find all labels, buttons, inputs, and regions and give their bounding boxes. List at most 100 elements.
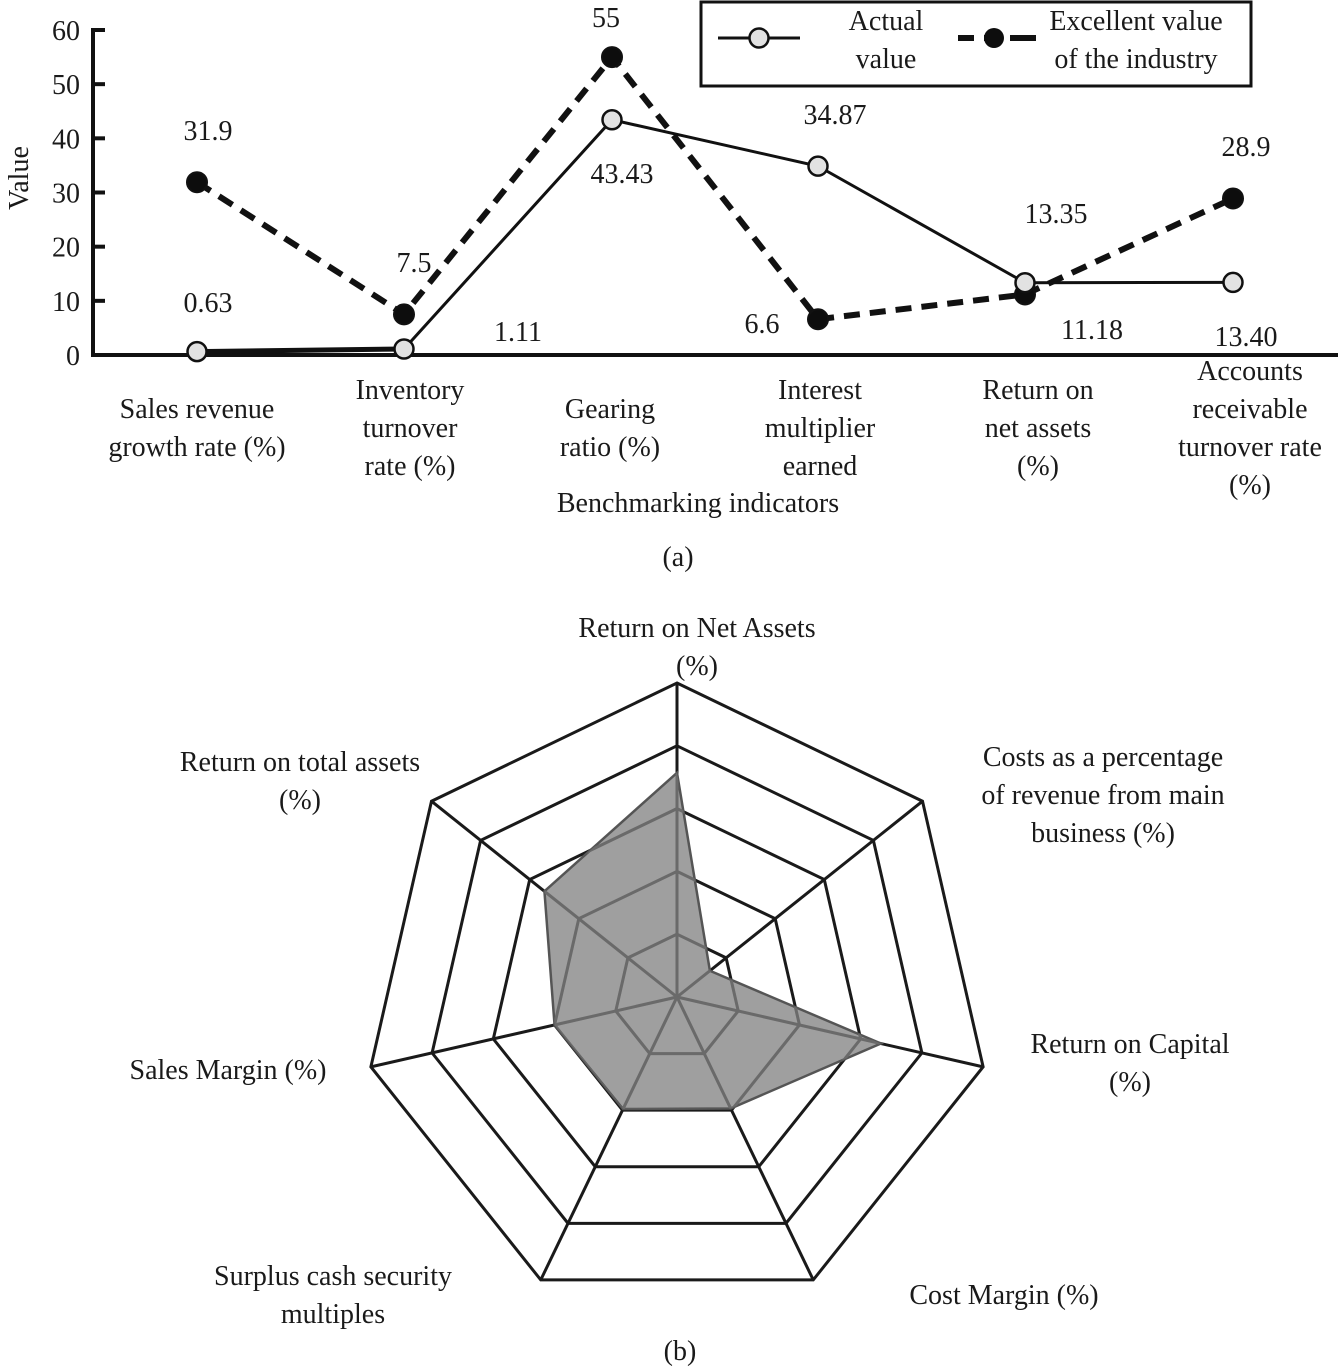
radar-axis-label: Cost Margin (%) <box>909 1280 1098 1311</box>
y-tick-label: 60 <box>52 16 80 47</box>
svg-text:(%): (%) <box>1017 451 1059 482</box>
x-category-label: Return on net assets (%) <box>982 375 1093 482</box>
svg-text:turnover: turnover <box>363 413 459 444</box>
y-tick-label: 10 <box>52 287 80 318</box>
x-category-label: Inventory turnover rate (%) <box>356 375 465 482</box>
industry-value-label: 55 <box>592 3 620 34</box>
y-tick-label: 20 <box>52 233 80 264</box>
svg-text:Sales revenue: Sales revenue <box>120 394 275 425</box>
x-category-label: Accounts receivable turnover rate (%) <box>1178 356 1322 501</box>
x-category-label: Gearing ratio (%) <box>560 394 660 463</box>
series-industry-line <box>195 52 1235 323</box>
svg-text:value: value <box>856 44 917 75</box>
actual-marker <box>186 340 208 363</box>
industry-value-label: 28.9 <box>1222 132 1271 163</box>
radar-data-area <box>543 770 885 1111</box>
svg-text:receivable: receivable <box>1192 394 1307 425</box>
svg-text:rate (%): rate (%) <box>365 451 456 482</box>
panel-label-a: (a) <box>662 542 693 573</box>
actual-value-label: 34.87 <box>804 100 867 131</box>
radar-axis-label: Costs as a percentage of revenue from mai… <box>981 742 1224 849</box>
legend-item-actual: Actual value <box>718 6 924 75</box>
industry-marker <box>186 171 208 194</box>
industry-marker <box>601 46 623 69</box>
radar-chart-panel: Return on Net Assets (%) Costs as a percen… <box>130 613 1230 1367</box>
actual-marker <box>601 109 623 131</box>
svg-text:Return on Capital: Return on Capital <box>1030 1029 1229 1060</box>
panel-label-b: (b) <box>664 1336 697 1367</box>
svg-text:ratio (%): ratio (%) <box>560 432 660 463</box>
svg-text:Inventory: Inventory <box>356 375 465 406</box>
svg-text:Excellent value: Excellent value <box>1049 6 1222 37</box>
radar-ring <box>491 806 863 1169</box>
svg-text:turnover rate: turnover rate <box>1178 432 1322 463</box>
svg-text:Surplus cash security: Surplus cash security <box>214 1261 452 1292</box>
svg-text:of revenue from main: of revenue from main <box>981 780 1224 811</box>
x-category-label: Sales revenue growth rate (%) <box>108 394 285 463</box>
radar-ring <box>430 744 924 1225</box>
industry-value-label: 11.18 <box>1061 315 1123 346</box>
radar-axis-labels: Return on Net Assets (%) Costs as a percen… <box>130 613 1230 1330</box>
svg-text:Costs as a percentage: Costs as a percentage <box>983 742 1223 773</box>
x-axis-label: Benchmarking indicators <box>557 488 839 519</box>
actual-marker <box>1222 271 1244 294</box>
svg-text:Interest: Interest <box>778 375 862 406</box>
svg-text:Sales Margin (%): Sales Margin (%) <box>130 1055 327 1086</box>
svg-text:of the industry: of the industry <box>1054 44 1217 75</box>
svg-text:multiplier: multiplier <box>765 413 876 444</box>
svg-text:Actual: Actual <box>849 6 924 37</box>
actual-value-label: 1.11 <box>494 317 542 348</box>
x-category-label: Interest multiplier earned <box>765 375 876 482</box>
industry-marker-icon <box>984 28 1004 48</box>
svg-text:Return on: Return on <box>982 375 1093 406</box>
actual-value-label: 13.35 <box>1025 199 1088 230</box>
svg-text:growth rate (%): growth rate (%) <box>108 432 285 463</box>
radar-axis-label: Sales Margin (%) <box>130 1055 327 1086</box>
radar-axis-label: Return on Capital (%) <box>1030 1029 1229 1098</box>
industry-marker <box>1222 187 1244 210</box>
y-tick-label: 50 <box>52 70 80 101</box>
svg-text:business (%): business (%) <box>1031 818 1175 849</box>
radar-grid <box>369 681 985 1282</box>
radar-axis-label: Return on Net Assets (%) <box>578 613 815 682</box>
actual-value-label: 43.43 <box>591 159 654 190</box>
y-tick-label: 30 <box>52 179 80 210</box>
industry-value-label: 6.6 <box>745 309 780 340</box>
svg-text:(%): (%) <box>1229 470 1271 501</box>
radar-spoke <box>676 800 924 999</box>
actual-value-label: 0.63 <box>184 288 233 319</box>
svg-text:Return on total assets: Return on total assets <box>180 747 420 778</box>
svg-text:(%): (%) <box>676 651 718 682</box>
industry-marker <box>807 308 829 331</box>
legend: Actual value Excellent value of the industr… <box>699 0 1253 88</box>
industry-value-label: 7.5 <box>397 248 432 279</box>
svg-text:net assets: net assets <box>985 413 1092 444</box>
legend-box <box>699 0 1253 88</box>
actual-value-label: 13.40 <box>1215 322 1278 353</box>
industry-value-label: 31.9 <box>184 116 233 147</box>
radar-axis-label: Return on total assets (%) <box>180 747 420 816</box>
line-chart-series: 0.63 1.11 43.43 34.87 13.35 13.40 31.9 7.5 55 6.6… <box>184 3 1278 363</box>
actual-marker <box>807 155 829 177</box>
svg-text:Return on Net Assets: Return on Net Assets <box>578 613 815 644</box>
industry-marker <box>393 303 415 326</box>
svg-text:Cost Margin (%): Cost Margin (%) <box>909 1280 1098 1311</box>
actual-marker-icon <box>748 27 770 49</box>
y-tick-label: 40 <box>52 124 80 155</box>
line-chart-panel: 0 10 20 30 40 50 60 Sales revenue growth rate (%… <box>4 0 1338 573</box>
svg-text:(%): (%) <box>1109 1067 1151 1098</box>
svg-text:Gearing: Gearing <box>565 394 655 425</box>
radar-axis-label: Surplus cash security multiples <box>214 1261 452 1330</box>
actual-marker <box>1014 271 1036 294</box>
legend-item-industry: Excellent value of the industry <box>958 6 1223 75</box>
y-tick-label: 0 <box>66 341 80 372</box>
y-axis-label: Value <box>4 146 35 210</box>
svg-text:multiples: multiples <box>281 1299 385 1330</box>
svg-text:(%): (%) <box>279 785 321 816</box>
radar-ring <box>369 681 985 1282</box>
svg-text:earned: earned <box>783 451 858 482</box>
line-chart-axes: 0 10 20 30 40 50 60 Sales revenue growth rate (%… <box>52 16 1338 501</box>
svg-text:Accounts: Accounts <box>1197 356 1303 387</box>
actual-marker <box>393 338 415 360</box>
